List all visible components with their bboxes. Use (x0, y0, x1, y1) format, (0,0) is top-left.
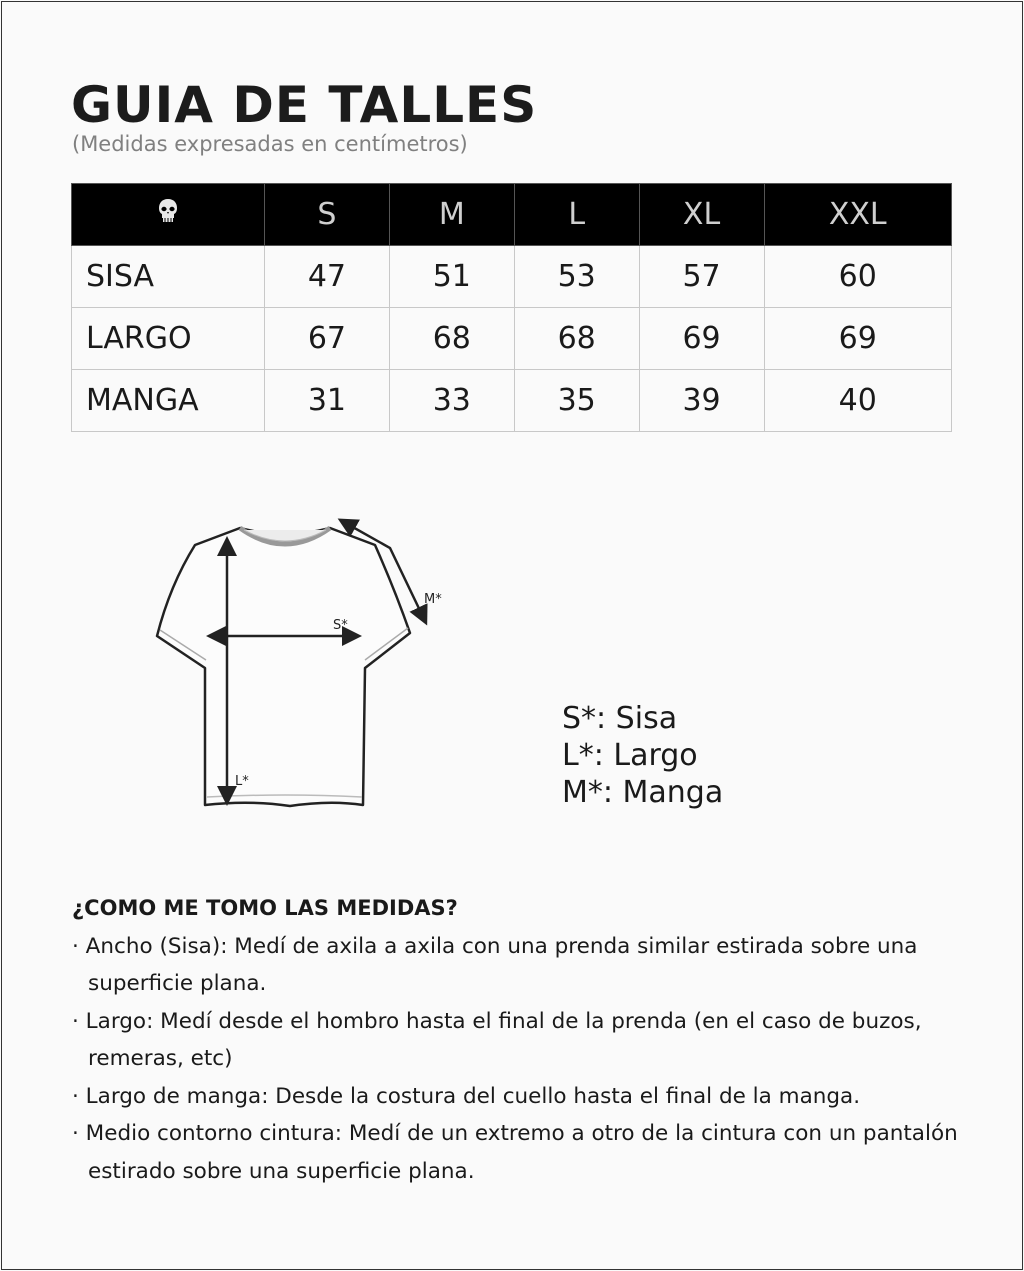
instructions-heading: ¿COMO ME TOMO LAS MEDIDAS? (72, 896, 458, 920)
skull-icon (159, 198, 177, 222)
row-label: SISA (71, 245, 265, 308)
instruction-item: · Medio contorno cintura: Medí de un ext… (72, 1121, 958, 1184)
table-cell: 31 (264, 369, 390, 432)
page-title: GUIA DE TALLES (71, 76, 538, 134)
size-header: M (388, 183, 515, 246)
size-header: S (264, 183, 390, 246)
table-cell: 60 (763, 245, 952, 308)
table-cell: 67 (264, 307, 390, 370)
instruction-item: · Ancho (Sisa): Medí de axila a axila co… (72, 933, 918, 997)
tshirt-outline (155, 526, 412, 808)
instruction-item: · Largo: Medí desde el hombro hasta el f… (72, 1008, 922, 1072)
table-cell: 39 (638, 369, 765, 432)
size-header: XL (638, 183, 765, 246)
table-cell: 47 (264, 245, 390, 308)
legend-item: M*: Manga (562, 775, 724, 810)
manga-arrow (337, 518, 428, 626)
table-cell: 33 (388, 369, 515, 432)
row-label: LARGO (71, 307, 265, 370)
legend-item: L*: Largo (562, 738, 698, 773)
table-row: MANGA 31 33 35 39 40 (71, 369, 952, 432)
page-subtitle: (Medidas expresadas en centímetros) (72, 132, 468, 156)
table-cell: 40 (763, 369, 952, 432)
row-label: MANGA (71, 369, 265, 432)
table-row: LARGO 67 68 68 69 69 (71, 307, 952, 370)
largo-label: L* (235, 774, 249, 789)
manga-label: M* (424, 592, 442, 607)
instruction-item: · Largo de manga: Desde la costura del c… (72, 1083, 861, 1109)
table-cell: 53 (513, 245, 640, 308)
size-table: S M L XL XXL SISA 47 51 53 57 60 LARGO 6… (71, 183, 952, 432)
size-header-row: S M L XL XXL (71, 183, 952, 246)
measurement-legend: S*: Sisa L*: Largo M*: Manga (562, 700, 723, 811)
measurement-instructions: ¿COMO ME TOMO LAS MEDIDAS? · Ancho (Sisa… (72, 890, 972, 1190)
table-cell: 51 (388, 245, 515, 308)
size-header: XXL (763, 183, 952, 246)
table-cell: 68 (513, 307, 640, 370)
legend-item: S*: Sisa (562, 701, 678, 736)
sisa-label: S* (333, 618, 348, 633)
table-cell: 35 (513, 369, 640, 432)
tshirt-diagram: S* L* M* (155, 518, 442, 808)
